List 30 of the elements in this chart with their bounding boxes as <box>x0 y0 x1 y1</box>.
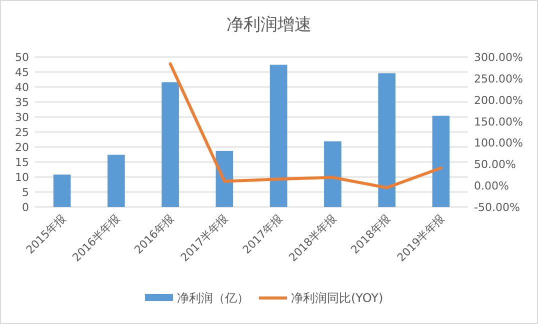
y2-tick-label: 0.00% <box>474 180 509 193</box>
y-tick-label: 15 <box>15 156 29 169</box>
y2-tick-label: 200.00% <box>474 94 523 107</box>
y-tick-label: 45 <box>15 66 29 79</box>
y-tick-label: 20 <box>15 141 29 154</box>
bar <box>324 141 342 207</box>
y-tick-label: 0 <box>22 201 29 214</box>
legend-label: 净利润同比(YOY) <box>291 291 384 305</box>
y2-tick-label: 300.00% <box>474 51 523 64</box>
bar <box>270 64 288 207</box>
bar <box>378 73 396 207</box>
y2-tick-label: 250.00% <box>474 72 523 86</box>
y2-tick-label: 100.00% <box>474 136 523 150</box>
y-tick-label: 50 <box>15 51 29 64</box>
bar <box>108 154 125 207</box>
legend-label: 净利润（亿） <box>177 291 249 305</box>
y-tick-label: 35 <box>15 96 29 109</box>
bar <box>53 174 71 207</box>
y-tick-label: 30 <box>15 111 29 124</box>
y2-tick-label: 150.00% <box>474 115 523 128</box>
y-tick-label: 10 <box>15 171 29 184</box>
y-tick-label: 5 <box>22 186 29 199</box>
bar <box>162 82 179 207</box>
bar <box>432 116 450 207</box>
y-tick-label: 40 <box>15 81 29 94</box>
y2-tick-label: 50.00% <box>474 158 516 172</box>
line-series <box>168 62 442 190</box>
chart-title: 净利润增速 <box>226 15 312 35</box>
y-tick-label: 25 <box>15 126 29 139</box>
y2-tick-label: -50.00% <box>474 201 520 214</box>
